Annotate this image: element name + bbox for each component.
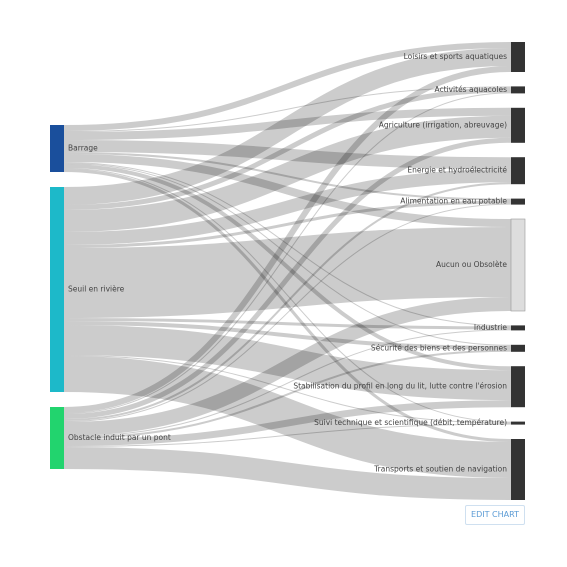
link	[63, 162, 512, 327]
node-label: Stabilisation du profil en long du lit, …	[293, 382, 507, 391]
link	[63, 87, 512, 210]
link	[63, 169, 512, 442]
node-label: Aucun ou Obsolète	[436, 260, 507, 269]
link	[63, 329, 512, 437]
node-label: Energie et hydroélectricité	[407, 166, 507, 175]
link	[63, 137, 512, 419]
node	[511, 344, 525, 352]
link	[63, 169, 512, 245]
link	[63, 163, 512, 346]
node-label: Industrie	[474, 323, 507, 332]
node	[511, 366, 525, 408]
link	[63, 200, 512, 248]
node	[50, 187, 64, 392]
node	[50, 407, 64, 469]
link	[63, 154, 512, 227]
link	[63, 400, 512, 446]
link	[63, 66, 512, 413]
node	[511, 107, 525, 143]
link	[63, 182, 512, 421]
link	[63, 152, 512, 201]
link	[63, 355, 512, 424]
node	[511, 86, 525, 94]
node	[511, 42, 525, 72]
link	[63, 318, 512, 330]
node-label: Seuil en rivière	[68, 285, 125, 294]
node	[510, 218, 526, 312]
node-label: Loisirs et sports aquatiques	[404, 52, 507, 61]
node-label: Obstacle induit par un pont	[68, 433, 171, 442]
link	[63, 92, 512, 414]
node-label: Sécurité des biens et des personnes	[371, 343, 507, 352]
edit-chart-button[interactable]: EDIT CHART	[465, 505, 525, 525]
link	[63, 349, 512, 439]
link	[63, 115, 512, 232]
node	[511, 439, 525, 500]
link	[63, 297, 512, 436]
link	[63, 164, 512, 371]
link	[63, 203, 512, 422]
node	[511, 421, 525, 425]
node	[511, 198, 525, 205]
link	[63, 168, 512, 423]
link	[63, 86, 512, 132]
link	[63, 356, 512, 478]
link	[63, 107, 512, 140]
link	[63, 42, 512, 131]
node	[511, 157, 525, 185]
link	[63, 447, 512, 500]
node-label: Alimentation en eau potable	[400, 197, 507, 206]
node-label: Transports et soutien de navigation	[373, 465, 507, 474]
link	[63, 325, 512, 401]
node-label: Suivi technique et scientifique (débit, …	[314, 418, 507, 427]
node-label: Agriculture (irrigation, abreuvage)	[379, 120, 507, 129]
node-label: Barrage	[68, 144, 98, 153]
link	[63, 48, 512, 205]
link	[63, 423, 512, 447]
node	[50, 125, 64, 172]
link	[63, 227, 512, 318]
node-label: Activités aquacoles	[434, 85, 507, 94]
node	[511, 325, 525, 331]
link	[63, 321, 512, 350]
link	[63, 140, 512, 170]
links	[63, 42, 512, 500]
